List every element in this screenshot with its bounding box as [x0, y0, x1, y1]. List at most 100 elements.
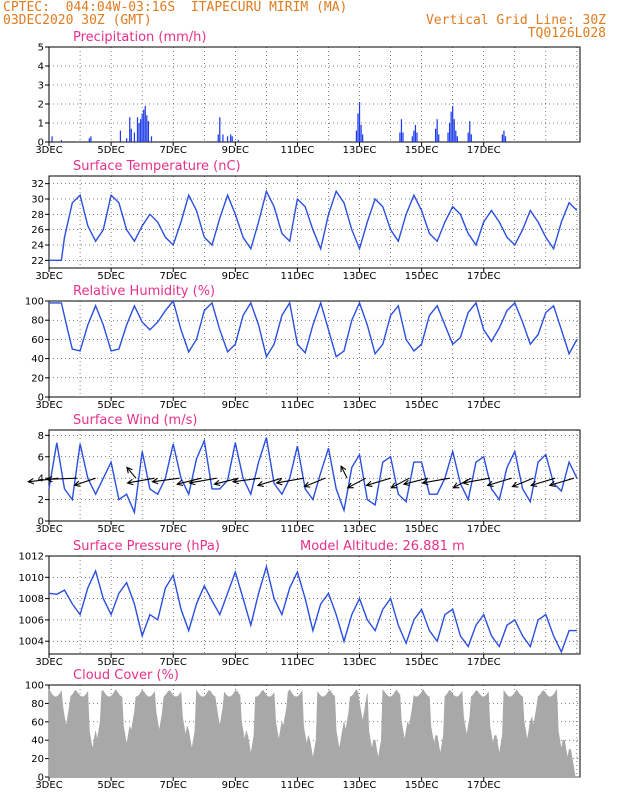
precip-bar	[219, 117, 221, 142]
precip-bar	[416, 132, 418, 142]
y-tick-label: 2	[38, 100, 44, 111]
wind-vector-head	[151, 477, 159, 485]
panel-title: Surface Temperature (nC)	[73, 159, 241, 174]
x-tick-label: 13DEC	[343, 271, 377, 282]
wind-vector	[366, 477, 391, 486]
y-tick-label: 3	[38, 81, 44, 92]
x-tick-label: 9DEC	[222, 145, 249, 156]
precip-bar	[467, 132, 469, 142]
wind-vector	[422, 477, 450, 484]
wind-vector-head	[303, 481, 311, 488]
x-tick-label: 11DEC	[281, 400, 315, 411]
wind-vector	[340, 465, 348, 479]
panel-frame	[48, 175, 581, 269]
y-tick-label: 40	[31, 354, 44, 365]
y-tick-label: 4	[38, 474, 44, 485]
wind-vector-head	[45, 475, 53, 483]
panel-frame	[48, 429, 581, 522]
x-tick-label: 17DEC	[467, 657, 501, 668]
y-tick-label: 100	[25, 297, 44, 308]
precip-bar	[231, 136, 233, 142]
precip-bar	[129, 117, 131, 142]
y-tick-label: 28	[31, 210, 44, 221]
precip-bar	[237, 140, 240, 142]
y-tick-label: 26	[31, 225, 44, 236]
x-tick-label: 15DEC	[405, 400, 439, 411]
precip-bar	[413, 130, 415, 142]
x-tick-label: 17DEC	[467, 145, 501, 156]
precip-bar	[51, 136, 53, 142]
x-tick-label: 5DEC	[97, 657, 124, 668]
y-tick-label: 6	[38, 452, 44, 463]
precip-bar	[133, 132, 136, 142]
x-tick-label: 11DEC	[281, 524, 315, 535]
x-tick-label: 17DEC	[467, 400, 501, 411]
y-tick-label: 80	[31, 316, 44, 327]
y-tick-label: 20	[31, 373, 44, 384]
wind-vector	[127, 477, 155, 484]
y-tick-label: 0	[38, 773, 44, 784]
precip-bar	[90, 136, 92, 142]
precip-bar	[126, 138, 128, 142]
y-tick-label: 1010	[19, 573, 44, 584]
precip-bar	[144, 105, 146, 142]
wind-vector	[233, 477, 261, 483]
y-tick-label: 100	[25, 681, 44, 692]
y-tick-label: 0	[38, 393, 44, 404]
x-tick-label: 7DEC	[160, 271, 187, 282]
y-tick-label: 0	[38, 517, 44, 528]
precip-bar	[147, 121, 149, 142]
precip-bar	[414, 124, 417, 142]
x-tick-label: 13DEC	[343, 657, 377, 668]
x-tick-label: 15DEC	[405, 780, 439, 791]
wind-vector-head	[461, 478, 469, 486]
precip-bar	[358, 102, 361, 142]
precip-bar	[434, 128, 437, 142]
precip-bar	[60, 140, 63, 142]
x-tick-label: 5DEC	[97, 524, 124, 535]
x-tick-label: 9DEC	[222, 780, 249, 791]
series-line	[49, 299, 578, 359]
precip-bar	[447, 132, 449, 142]
x-tick-label: 7DEC	[160, 657, 187, 668]
precip-bar	[448, 123, 451, 142]
precip-bar	[400, 119, 403, 142]
x-tick-label: 11DEC	[281, 271, 315, 282]
y-tick-label: 5	[38, 43, 44, 54]
x-tick-label: 5DEC	[97, 145, 124, 156]
precip-bar	[138, 123, 140, 142]
y-tick-label: 1006	[19, 615, 44, 626]
x-tick-label: 11DEC	[281, 145, 315, 156]
precip-bar	[455, 130, 457, 142]
header-grid-note: Vertical Grid Line: 30Z	[425, 13, 606, 28]
series-line	[49, 189, 578, 261]
wind-vector	[276, 477, 304, 484]
y-tick-label: 24	[31, 241, 44, 252]
x-tick-label: 9DEC	[222, 524, 249, 535]
precip-bar	[136, 117, 139, 142]
precip-bar	[501, 134, 503, 142]
precip-bar	[217, 134, 219, 142]
y-tick-label: 32	[31, 179, 44, 190]
precip-bar	[456, 136, 458, 142]
wind-vector-head	[365, 480, 373, 487]
y-tick-label: 22	[31, 256, 44, 267]
precip-bar	[450, 111, 452, 142]
precip-bar	[504, 136, 507, 142]
precip-bar	[230, 134, 232, 142]
precip-bar	[470, 134, 472, 142]
wind-vector-head	[126, 466, 133, 474]
x-tick-label: 15DEC	[405, 524, 439, 535]
precip-bar	[226, 136, 229, 142]
header-model-code: TQ0126L028	[527, 26, 606, 41]
wind-vector	[390, 477, 410, 489]
x-tick-label: 7DEC	[160, 780, 187, 791]
precip-bar	[362, 134, 364, 142]
series-line	[48, 563, 577, 654]
x-tick-label: 3DEC	[35, 145, 62, 156]
precip-bar	[130, 128, 132, 142]
precip-bar	[436, 119, 438, 142]
precip-bar	[503, 130, 505, 142]
precip-bar	[360, 124, 362, 142]
cloud-cover-area	[48, 688, 580, 778]
